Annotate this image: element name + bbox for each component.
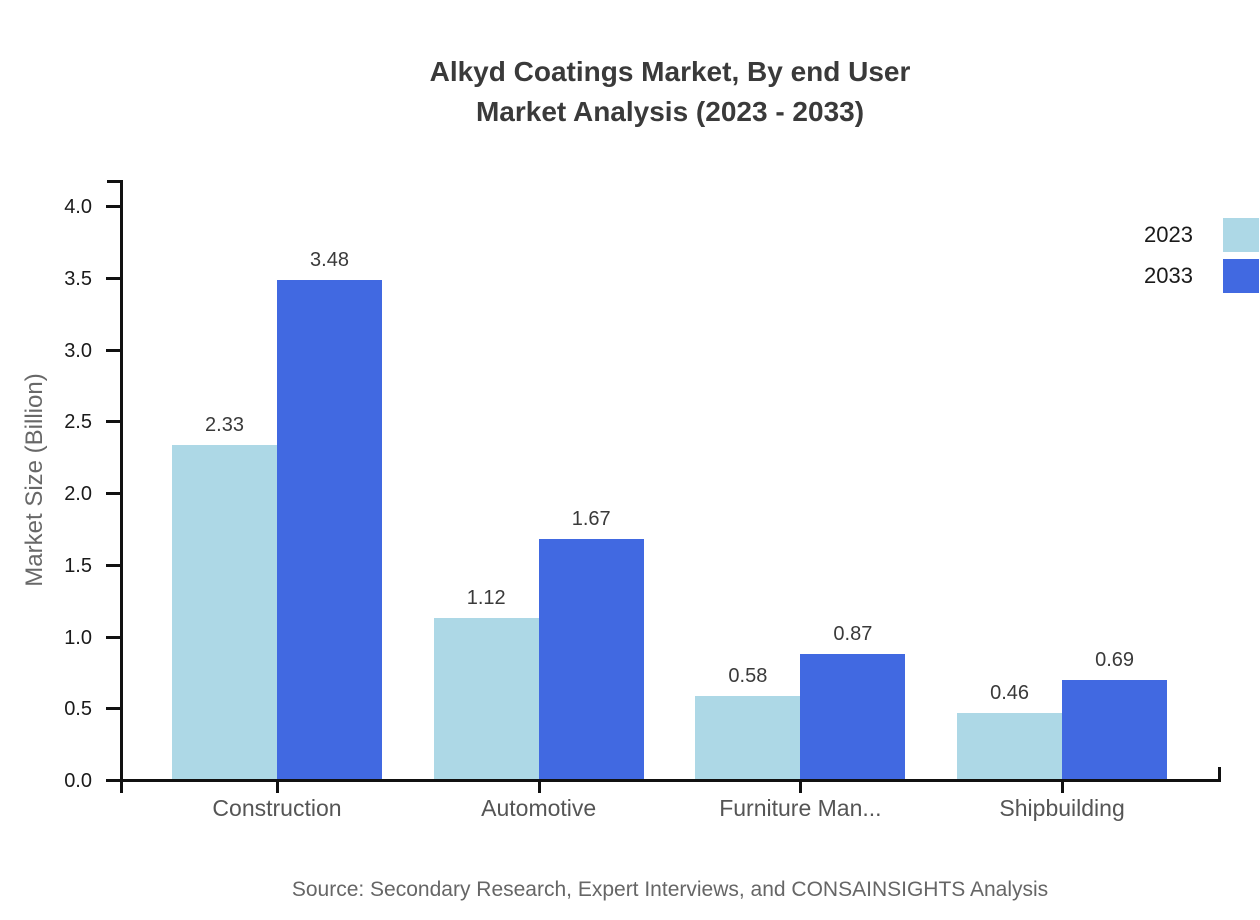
chart-title-line2: Market Analysis (2023 - 2033) — [475, 96, 865, 127]
legend-item-2023: 2023 — [1144, 218, 1259, 252]
bar-2033-automotive — [538, 539, 644, 779]
y-tick — [106, 348, 120, 352]
y-axis-top-cap-tick — [107, 180, 121, 183]
y-tick-label: 3.0 — [64, 339, 92, 362]
x-tick — [276, 782, 279, 793]
chart-title-line1: Alkyd Coatings Market, By end User — [429, 56, 911, 87]
y-tick — [106, 635, 120, 639]
bar-2033-furniture-man — [800, 654, 906, 779]
y-tick-label: 2.0 — [64, 483, 92, 505]
y-tick — [106, 779, 120, 782]
bar-2023-construction — [172, 444, 277, 779]
bar-2023-shipbuilding — [957, 712, 1063, 779]
source-note: Source: Secondary Research, Expert Inter… — [291, 878, 1049, 901]
y-tick-label: 0.5 — [64, 698, 92, 721]
bar-value-label: 0.46 — [990, 681, 1030, 704]
bar-value-label: 1.67 — [571, 508, 611, 531]
x-tick — [537, 782, 541, 793]
x-category-label: Construction — [212, 795, 342, 821]
chart-title: Alkyd Coatings Market, By end User Marke… — [80, 52, 1260, 132]
x-axis-line — [107, 779, 1221, 782]
x-category-label: Automotive — [481, 795, 597, 821]
bar-value-label: 0.58 — [728, 664, 768, 687]
y-tick-label: 1.0 — [64, 626, 92, 649]
legend-label-2033: 2033 — [1144, 263, 1193, 288]
bar-value-label: 1.12 — [466, 587, 506, 610]
y-tick — [106, 492, 120, 495]
y-tick — [106, 276, 120, 280]
y-axis-line — [120, 180, 123, 793]
y-tick — [106, 563, 120, 567]
bar-2023-automotive — [433, 618, 539, 779]
y-tick-label: 0.0 — [64, 770, 92, 792]
x-tick — [1061, 782, 1065, 793]
y-tick-label: 3.5 — [64, 267, 92, 290]
legend-swatch-2033 — [1223, 259, 1259, 293]
bar-2023-furniture-man — [695, 695, 801, 779]
x-tick — [799, 782, 803, 793]
bar-2033-construction — [277, 279, 382, 779]
legend: 2023 2033 — [1144, 218, 1259, 300]
bar-value-label: 0.87 — [833, 623, 873, 646]
bar-value-label: 0.69 — [1095, 648, 1135, 671]
y-tick-label: 4.0 — [64, 196, 92, 218]
y-tick-label: 2.5 — [64, 411, 92, 434]
x-axis-end-cap-tick — [1218, 767, 1221, 779]
bar-value-label: 2.33 — [205, 413, 244, 436]
bar-2033-shipbuilding — [1062, 679, 1168, 779]
legend-item-2033: 2033 — [1144, 259, 1259, 293]
legend-swatch-2023 — [1223, 218, 1259, 252]
x-category-label: Shipbuilding — [999, 795, 1125, 821]
bar-value-label: 3.48 — [310, 248, 349, 271]
x-category-label: Furniture Man... — [719, 795, 882, 821]
legend-label-2023: 2023 — [1144, 222, 1193, 247]
y-tick — [106, 205, 120, 208]
y-tick — [106, 707, 120, 711]
y-tick — [106, 420, 120, 424]
y-tick-label: 1.5 — [64, 554, 92, 577]
